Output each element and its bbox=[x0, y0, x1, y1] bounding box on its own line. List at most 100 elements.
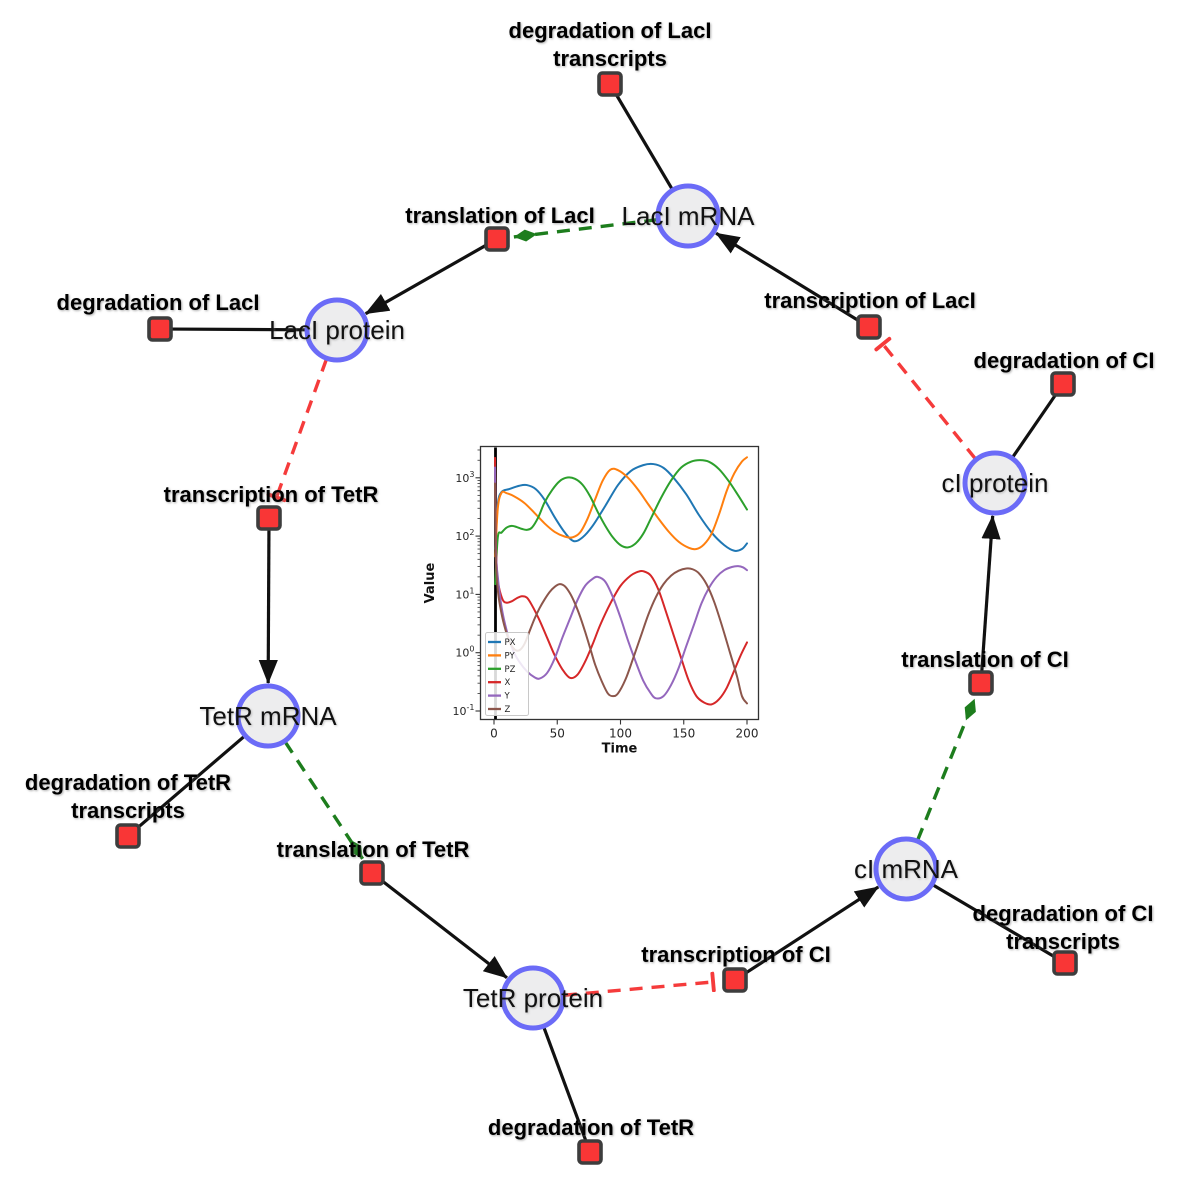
series-curve-PX bbox=[494, 462, 748, 552]
reaction-label-txn_tetr: transcription of TetR bbox=[164, 482, 379, 507]
species-label-tetr_mrna: TetR mRNA bbox=[199, 701, 337, 731]
reaction-label-deg_laci_tx: degradation of LacI transcripts bbox=[509, 18, 712, 71]
edges-layer bbox=[136, 93, 1058, 1142]
y-tick-exponent: 1 bbox=[469, 586, 474, 595]
degradation-edge-ci_protein-deg_ci bbox=[1011, 392, 1058, 459]
reaction-label-txn_ci: transcription of CI bbox=[641, 942, 830, 967]
reaction-label-deg_ci_tx: degradation of CI transcripts bbox=[973, 901, 1154, 954]
x-axis-tick-label: 150 bbox=[672, 727, 695, 741]
reaction-label-transl_laci: translation of LacI bbox=[405, 203, 594, 228]
chart-series-group bbox=[494, 456, 748, 706]
reaction-label-line: transcripts bbox=[553, 46, 667, 71]
y-tick-exponent: 2 bbox=[469, 528, 474, 537]
legend-entry-label: Z bbox=[505, 705, 511, 715]
reaction-label-deg_tetr: degradation of TetR bbox=[488, 1115, 694, 1140]
reaction-node-deg_laci_tx[interactable] bbox=[597, 71, 623, 97]
reaction-label-deg_laci: degradation of LacI bbox=[57, 290, 260, 315]
reaction-label-line: degradation of LacI bbox=[57, 290, 260, 315]
reaction-node-txn_tetr[interactable] bbox=[256, 505, 282, 531]
degradation-edge-laci_protein-deg_laci bbox=[171, 327, 307, 332]
timecourse-inset-chart: 0 50 100 150 20010-1100101102103TimeValuePXP… bbox=[423, 445, 760, 757]
reaction-label-transl_ci: translation of CI bbox=[901, 647, 1068, 672]
reaction-label-line: degradation of TetR bbox=[25, 770, 231, 795]
production-arrow-edge-transl_tetr-tetr_protein bbox=[380, 879, 508, 980]
series-curve-X bbox=[494, 456, 748, 706]
species-node-laci_mrna[interactable] bbox=[655, 183, 721, 249]
reaction-label-line: degradation of TetR bbox=[488, 1115, 694, 1140]
y-tick-base: 10 bbox=[455, 588, 469, 601]
species-node-tetr_protein[interactable] bbox=[500, 965, 566, 1031]
inhibition-edge-ci_protein-txn_laci bbox=[883, 344, 977, 460]
y-axis-tick-label: 10-1 bbox=[453, 703, 475, 718]
y-tick-base: 10 bbox=[455, 530, 469, 543]
series-curve-PY bbox=[494, 456, 748, 558]
legend-entry-label: X bbox=[505, 678, 511, 688]
reaction-label-line: transcription of LacI bbox=[764, 288, 975, 313]
reaction-label-deg_ci: degradation of CI bbox=[974, 348, 1155, 373]
reaction-node-txn_ci[interactable] bbox=[722, 967, 748, 993]
y-axis-tick-label: 102 bbox=[455, 528, 474, 543]
species-node-laci_protein[interactable] bbox=[304, 297, 370, 363]
species-label-ci_mrna: cI mRNA bbox=[854, 854, 959, 884]
reaction-label-line: degradation of CI bbox=[974, 348, 1155, 373]
modifier-edge-ci_mrna-transl_ci bbox=[916, 698, 977, 841]
inhibition-edge-laci_protein-txn_tetr bbox=[276, 358, 329, 497]
legend-entry-label: Y bbox=[504, 692, 511, 702]
x-axis-title: Time bbox=[602, 742, 638, 757]
reaction-label-line: translation of LacI bbox=[405, 203, 594, 228]
reaction-node-transl_ci[interactable] bbox=[968, 670, 994, 696]
reaction-node-deg_tetr[interactable] bbox=[577, 1139, 603, 1165]
reaction-label-transl_tetr: translation of TetR bbox=[277, 837, 470, 862]
modifier-edge-laci_mrna-transl_laci bbox=[513, 218, 658, 242]
inhibition-edge-tetr_protein-txn_ci bbox=[563, 982, 713, 997]
reaction-node-deg_ci_tx[interactable] bbox=[1052, 950, 1078, 976]
y-tick-exponent: 3 bbox=[469, 470, 474, 479]
reaction-node-txn_laci[interactable] bbox=[856, 314, 882, 340]
x-axis-tick-label: 200 bbox=[736, 727, 759, 741]
production-arrow-edge-transl_laci-laci_protein bbox=[364, 243, 488, 316]
reaction-label-line: transcription of TetR bbox=[164, 482, 379, 507]
reaction-node-transl_laci[interactable] bbox=[484, 226, 510, 252]
nodes-layer bbox=[115, 71, 1078, 1165]
x-axis-tick-label: 50 bbox=[550, 727, 565, 741]
production-arrow-edge-transl_ci-ci_protein bbox=[980, 514, 1001, 672]
legend-entry-label: PX bbox=[505, 638, 516, 648]
reaction-node-deg_ci[interactable] bbox=[1050, 371, 1076, 397]
production-arrow-edge-txn_ci-ci_mrna bbox=[744, 885, 880, 975]
y-axis-title: Value bbox=[423, 562, 438, 603]
species-label-laci_mrna: LacI mRNA bbox=[622, 201, 756, 231]
reaction-node-deg_tetr_tx[interactable] bbox=[115, 823, 141, 849]
species-label-laci_protein: LacI protein bbox=[269, 315, 405, 345]
reaction-label-deg_tetr_tx: degradation of TetR transcripts bbox=[25, 770, 231, 823]
legend-entry-label: PZ bbox=[505, 665, 516, 675]
x-axis-tick-label: 100 bbox=[609, 727, 632, 741]
x-axis-tick-label: 0 bbox=[490, 727, 498, 741]
reaction-label-txn_laci: transcription of LacI bbox=[764, 288, 975, 313]
modifier-edge-tetr_mrna-transl_tetr bbox=[283, 740, 365, 860]
y-axis-tick-label: 101 bbox=[455, 586, 474, 601]
production-arrow-edge-txn_tetr-tetr_mrna bbox=[258, 529, 278, 684]
species-node-tetr_mrna[interactable] bbox=[235, 683, 301, 749]
production-arrow-edge-txn_laci-laci_mrna bbox=[715, 231, 860, 323]
reaction-node-transl_tetr[interactable] bbox=[359, 860, 385, 886]
reaction-node-deg_laci[interactable] bbox=[147, 316, 173, 342]
degradation-edge-deg_laci_tx-laci_mrna bbox=[614, 93, 674, 191]
reaction-label-line: translation of TetR bbox=[277, 837, 470, 862]
reaction-label-line: transcription of CI bbox=[641, 942, 830, 967]
series-curve-PZ bbox=[494, 459, 748, 586]
y-tick-base: 10 bbox=[453, 705, 467, 718]
reaction-label-line: translation of CI bbox=[901, 647, 1068, 672]
species-label-tetr_protein: TetR protein bbox=[463, 983, 603, 1013]
y-tick-exponent: 0 bbox=[469, 645, 474, 654]
y-tick-exponent: -1 bbox=[467, 703, 475, 712]
species-node-ci_protein[interactable] bbox=[962, 450, 1028, 516]
degradation-edge-ci_mrna-deg_ci_tx bbox=[931, 883, 1056, 959]
labels-layer: degradation of LacI transcripts translatio… bbox=[25, 18, 1155, 1140]
y-tick-base: 10 bbox=[455, 647, 469, 660]
reaction-label-line: transcripts bbox=[1006, 929, 1120, 954]
reaction-label-line: transcripts bbox=[71, 798, 185, 823]
degradation-edge-tetr_protein-deg_tetr bbox=[542, 1026, 588, 1142]
species-node-ci_mrna[interactable] bbox=[873, 836, 939, 902]
